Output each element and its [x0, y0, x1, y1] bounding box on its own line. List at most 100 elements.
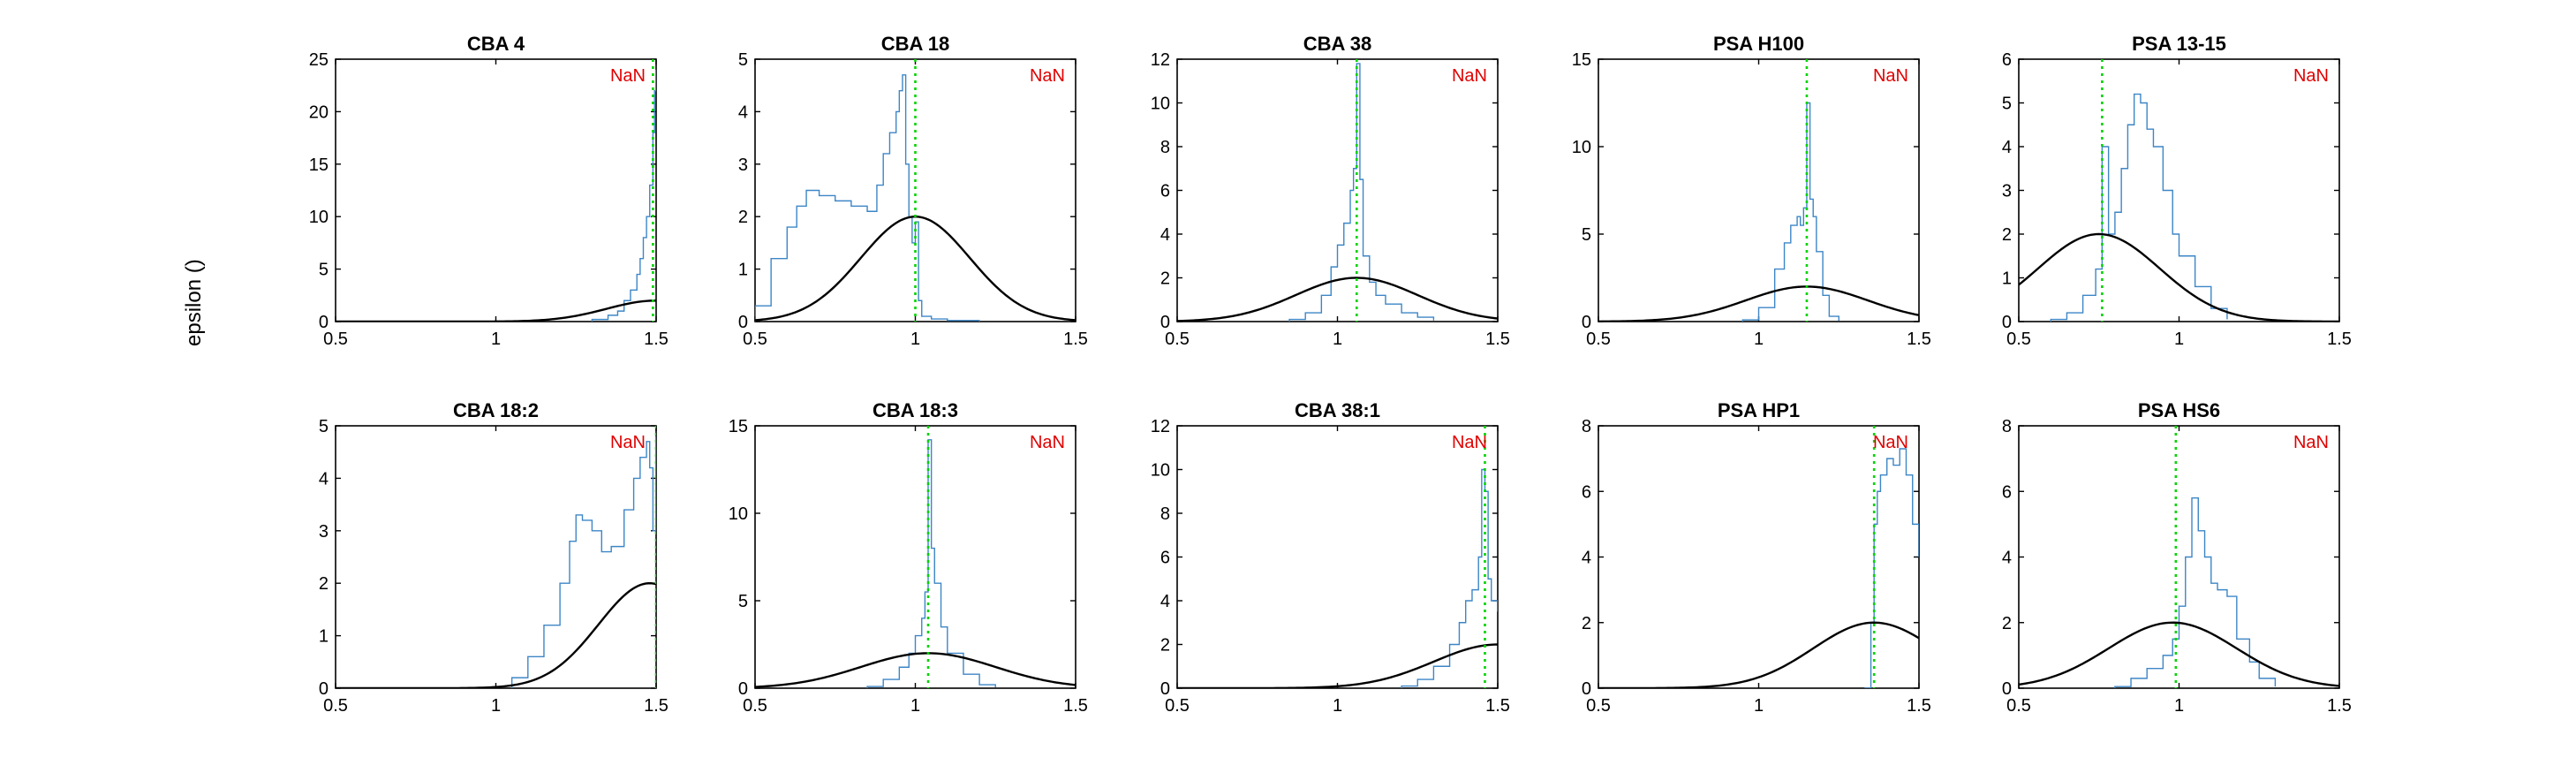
- y-tick-label: 6: [1160, 182, 1170, 201]
- subplot-title: PSA H100: [1713, 33, 1804, 55]
- gaussian-curve: [1177, 643, 1498, 688]
- x-tick-label: 1: [1754, 696, 1764, 716]
- y-tick-label: 0: [1160, 313, 1170, 332]
- axes-box: [1598, 425, 1920, 689]
- y-tick-label: 5: [319, 261, 329, 280]
- y-tick-label: 2: [1582, 614, 1591, 633]
- y-tick-label: 12: [1151, 50, 1170, 70]
- gaussian-curve: [1598, 621, 1919, 688]
- gaussian-curve: [336, 582, 656, 688]
- y-tick-label: 3: [738, 155, 748, 175]
- y-tick-label: 6: [2002, 50, 2012, 70]
- subplot-9: 0.5 1 1.5 0 2 4 6 8 PSA HP1 NaN: [1582, 399, 1931, 716]
- subplot-8: 0.5 1 1.5 0 2 4 6 8 10 12 CBA 38:1 NaN: [1151, 399, 1510, 716]
- subplot-10: 0.5 1 1.5 0 2 4 6 8 PSA HS6 NaN: [2002, 399, 2352, 716]
- y-tick-label: 10: [309, 208, 329, 227]
- y-tick-label: 10: [729, 504, 748, 524]
- plot-area: [2019, 59, 2339, 322]
- x-tick-label: 0.5: [2006, 696, 2031, 716]
- y-tick-label: 5: [738, 592, 748, 611]
- subplot-3: 0.5 1 1.5 0 2 4 6 8 10 12 CBA 38 NaN: [1151, 33, 1510, 349]
- figure-ylabel: epsilon (): [182, 259, 206, 346]
- axes-box: [1176, 58, 1499, 322]
- y-tick-label: 2: [738, 208, 748, 227]
- nan-annotation: NaN: [1452, 66, 1487, 86]
- subplot-title: CBA 38: [1303, 33, 1371, 55]
- plot-area: [2019, 426, 2339, 688]
- x-tick-label: 1.5: [644, 330, 669, 349]
- plot-area: [1177, 59, 1498, 322]
- x-tick-label: 0.5: [1586, 330, 1611, 349]
- x-tick-label: 1.5: [1485, 330, 1510, 349]
- nan-annotation: NaN: [1030, 66, 1065, 86]
- x-tick-label: 1.5: [2327, 696, 2352, 716]
- y-tick-label: 8: [1582, 417, 1591, 436]
- y-tick-label: 5: [738, 50, 748, 70]
- subplot-title: CBA 38:1: [1295, 399, 1380, 421]
- nan-annotation: NaN: [1873, 66, 1908, 86]
- y-tick-label: 0: [738, 679, 748, 699]
- histogram-series: [1401, 468, 1498, 688]
- y-tick-label: 0: [738, 313, 748, 332]
- x-tick-label: 1: [910, 696, 920, 716]
- y-tick-label: 0: [319, 679, 329, 699]
- y-tick-label: 0: [319, 313, 329, 332]
- x-tick-label: 1.5: [1063, 330, 1088, 349]
- x-tick-label: 1.5: [2327, 330, 2352, 349]
- axes-box: [2018, 425, 2340, 689]
- x-tick-label: 1: [1754, 330, 1764, 349]
- subplot-title: PSA HP1: [1718, 399, 1800, 421]
- x-tick-label: 0.5: [1586, 696, 1611, 716]
- y-tick-label: 6: [1582, 482, 1591, 502]
- subplot-title: CBA 18:3: [873, 399, 958, 421]
- y-tick-label: 15: [1572, 50, 1591, 70]
- x-tick-label: 0.5: [743, 696, 767, 716]
- y-tick-label: 4: [2002, 138, 2012, 157]
- x-tick-label: 0.5: [743, 330, 767, 349]
- axes-box: [754, 58, 1076, 322]
- y-tick-label: 0: [2002, 313, 2012, 332]
- y-tick-label: 8: [2002, 417, 2012, 436]
- axes-box: [335, 425, 657, 689]
- subplot-2: 0.5 1 1.5 0 1 2 3 4 5 CBA 18 NaN: [738, 33, 1088, 349]
- y-tick-label: 4: [1160, 225, 1170, 245]
- y-tick-label: 4: [1160, 592, 1170, 611]
- histogram-series: [510, 436, 656, 688]
- y-tick-label: 15: [729, 417, 748, 436]
- y-tick-label: 10: [1151, 95, 1170, 114]
- y-tick-label: 0: [1582, 313, 1591, 332]
- histogram-series: [1741, 102, 1839, 322]
- x-tick-label: 0.5: [1165, 696, 1190, 716]
- x-tick-label: 0.5: [2006, 330, 2031, 349]
- y-tick-label: 2: [2002, 614, 2012, 633]
- y-tick-label: 0: [1160, 679, 1170, 699]
- y-tick-label: 4: [319, 469, 329, 489]
- nan-annotation: NaN: [1452, 433, 1487, 452]
- y-tick-label: 2: [2002, 225, 2012, 245]
- x-tick-label: 1.5: [644, 696, 669, 716]
- y-tick-label: 0: [2002, 679, 2012, 699]
- x-tick-label: 0.5: [323, 330, 348, 349]
- x-tick-label: 1.5: [1485, 696, 1510, 716]
- plot-area: [336, 426, 656, 688]
- x-tick-label: 1: [1333, 696, 1342, 716]
- plot-area: [1598, 59, 1919, 322]
- nan-annotation: NaN: [2293, 66, 2329, 86]
- x-tick-label: 1: [2174, 330, 2184, 349]
- y-tick-label: 10: [1151, 461, 1170, 481]
- nan-annotation: NaN: [1873, 433, 1908, 452]
- gaussian-curve: [1177, 277, 1498, 322]
- subplot-1: 0.5 1 1.5 0 5 10 15 20 25 CBA 4 NaN: [309, 33, 669, 349]
- plot-area: [336, 59, 656, 322]
- subplot-title: PSA 13-15: [2132, 33, 2226, 55]
- x-tick-label: 0.5: [1165, 330, 1190, 349]
- y-tick-label: 1: [319, 627, 329, 647]
- axes-box: [1176, 425, 1499, 689]
- subplot-title: CBA 4: [467, 33, 525, 55]
- x-tick-label: 0.5: [323, 696, 348, 716]
- axes-box: [335, 58, 657, 322]
- gaussian-curve: [1598, 285, 1919, 322]
- gaussian-curve: [2019, 621, 2339, 687]
- subplot-4: 0.5 1 1.5 0 5 10 15 PSA H100 NaN: [1572, 33, 1931, 349]
